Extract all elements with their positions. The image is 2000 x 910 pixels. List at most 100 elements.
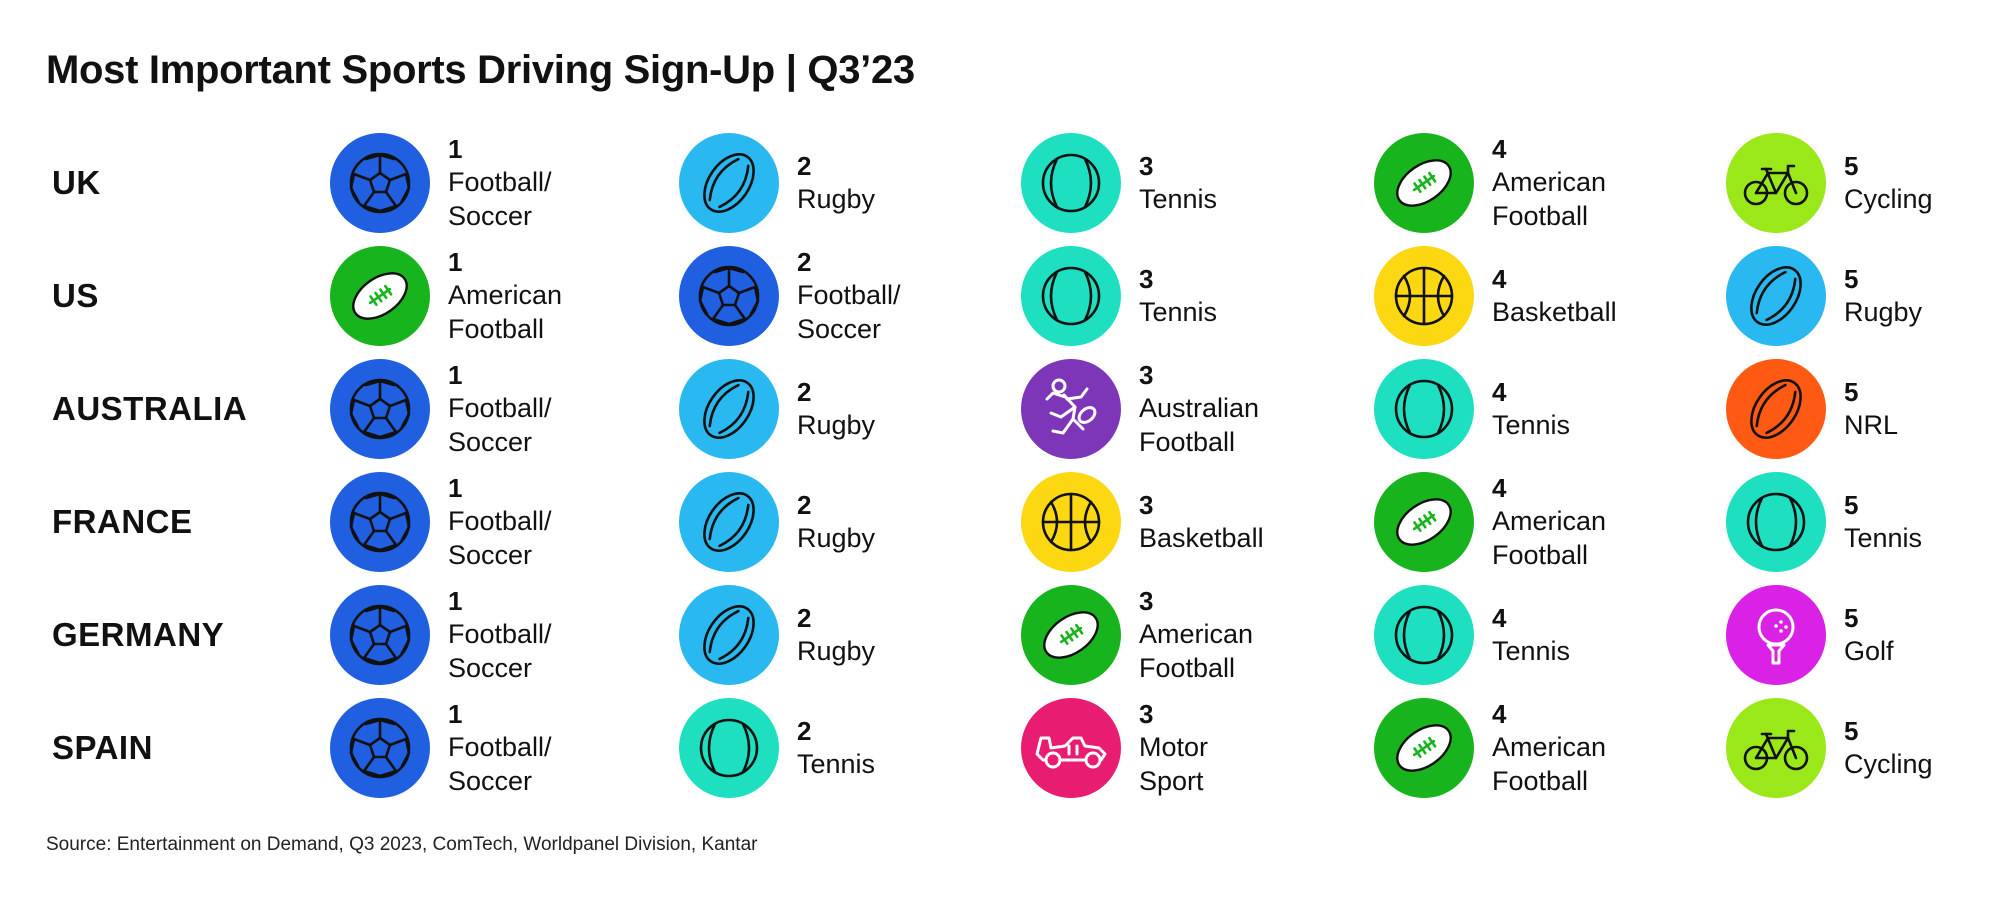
sport-label: 1 Football/Soccer [448,472,552,572]
sport-name: Football [1492,766,1589,796]
sport-name: Soccer [448,201,533,231]
sport-entry: 1 Football/Soccer [330,585,630,685]
tennis-ball-icon [1374,359,1474,459]
sport-entry: 3 American Football [1021,585,1321,685]
sport-name: Basketball [1139,523,1264,553]
sport-entry: 4 American Football [1374,698,1674,798]
rank-number: 5 [1844,716,1859,746]
tennis-ball-icon [1726,472,1826,572]
sport-name: Tennis [1139,297,1218,327]
sport-entry: 4 Basketball [1374,246,1674,346]
rugby-ball-icon [679,133,779,233]
soccer-ball-icon [330,472,430,572]
sport-name: Football [1139,427,1236,457]
sport-name: Rugby [797,636,876,666]
rank-number: 4 [1492,134,1507,164]
sport-entry: 1 Football/Soccer [330,359,630,459]
country-label: UK [52,164,101,201]
american-football-icon [1374,698,1474,798]
sport-name: Football [1139,653,1236,683]
soccer-ball-icon [330,585,430,685]
tennis-ball-icon [1021,133,1121,233]
golf-ball-icon [1726,585,1826,685]
soccer-ball-icon [330,698,430,798]
sport-name: Tennis [1139,184,1218,214]
rank-number: 4 [1492,473,1507,503]
sport-label: 3 Tennis [1139,150,1217,216]
sport-name: Football/ [797,280,901,310]
rank-number: 4 [1492,699,1507,729]
sport-entry: 5 Cycling [1726,133,2000,233]
sport-entry: 4 Tennis [1374,585,1674,685]
rugby-ball-icon [1726,359,1826,459]
sport-label: 3 Basketball [1139,489,1264,555]
rank-number: 1 [448,360,463,390]
rugby-ball-icon [679,472,779,572]
sport-label: 4 American Football [1492,698,1606,798]
sport-label: 4 Tennis [1492,602,1570,668]
sport-name: Soccer [448,427,533,457]
sport-label: 5 Golf [1844,602,1894,668]
sport-entry: 2 Rugby [679,585,979,685]
rank-number: 3 [1139,151,1154,181]
sport-name: Soccer [448,766,533,796]
american-football-icon [330,246,430,346]
sport-label: 1 Football/Soccer [448,698,552,798]
sport-name: Golf [1844,636,1894,666]
sport-label: 2 Football/Soccer [797,246,901,346]
soccer-ball-icon [330,359,430,459]
american-football-icon [1021,585,1121,685]
american-football-icon [1374,133,1474,233]
soccer-ball-icon [679,246,779,346]
country-label: FRANCE [52,503,193,540]
sport-name: Soccer [448,540,533,570]
sport-name: Rugby [1844,297,1923,327]
rank-number: 1 [448,247,463,277]
american-football-icon [1374,472,1474,572]
rank-number: 2 [797,716,812,746]
sport-name: American [1492,167,1607,197]
sport-name: American [1492,506,1607,536]
country-label: SPAIN [52,729,153,766]
soccer-ball-icon [330,133,430,233]
runner-icon [1021,359,1121,459]
sport-entry: 4 American Football [1374,472,1674,572]
rank-number: 4 [1492,264,1507,294]
sport-entry: 5 Rugby [1726,246,2000,346]
sport-name: Tennis [1492,410,1571,440]
sport-entry: 5 Cycling [1726,698,2000,798]
sport-name: Football [1492,201,1589,231]
sport-label: 5 Cycling [1844,715,1933,781]
sport-entry: 1 American Football [330,246,630,346]
sport-name: Soccer [448,653,533,683]
rugby-ball-icon [679,359,779,459]
sport-label: 1 Football/Soccer [448,133,552,233]
sport-name: Football/ [448,732,552,762]
sport-label: 1 American Football [448,246,562,346]
sport-entry: 3 Tennis [1021,246,1321,346]
sport-entry: 4 Tennis [1374,359,1674,459]
sport-entry: 5 Golf [1726,585,2000,685]
rank-number: 3 [1139,264,1154,294]
rank-number: 2 [797,377,812,407]
sport-name: Basketball [1492,297,1617,327]
sport-entry: 5 NRL [1726,359,2000,459]
rank-number: 2 [797,603,812,633]
sport-entry: 3 Tennis [1021,133,1321,233]
sport-entry: 1 Football/Soccer [330,698,630,798]
sport-name: Football/ [448,167,552,197]
sport-label: 1 Football/Soccer [448,585,552,685]
sport-label: 4 American Football [1492,133,1606,233]
sport-name: Football [1492,540,1589,570]
rank-number: 3 [1139,490,1154,520]
sport-name: Sport [1139,766,1204,796]
sport-entry: 4 American Football [1374,133,1674,233]
rank-number: 5 [1844,377,1859,407]
bicycle-icon [1726,698,1826,798]
country-label: GERMANY [52,616,225,653]
rank-number: 1 [448,699,463,729]
sport-name: Soccer [797,314,882,344]
sport-name: Football/ [448,619,552,649]
country-label: AUSTRALIA [52,390,248,427]
bicycle-icon [1726,133,1826,233]
